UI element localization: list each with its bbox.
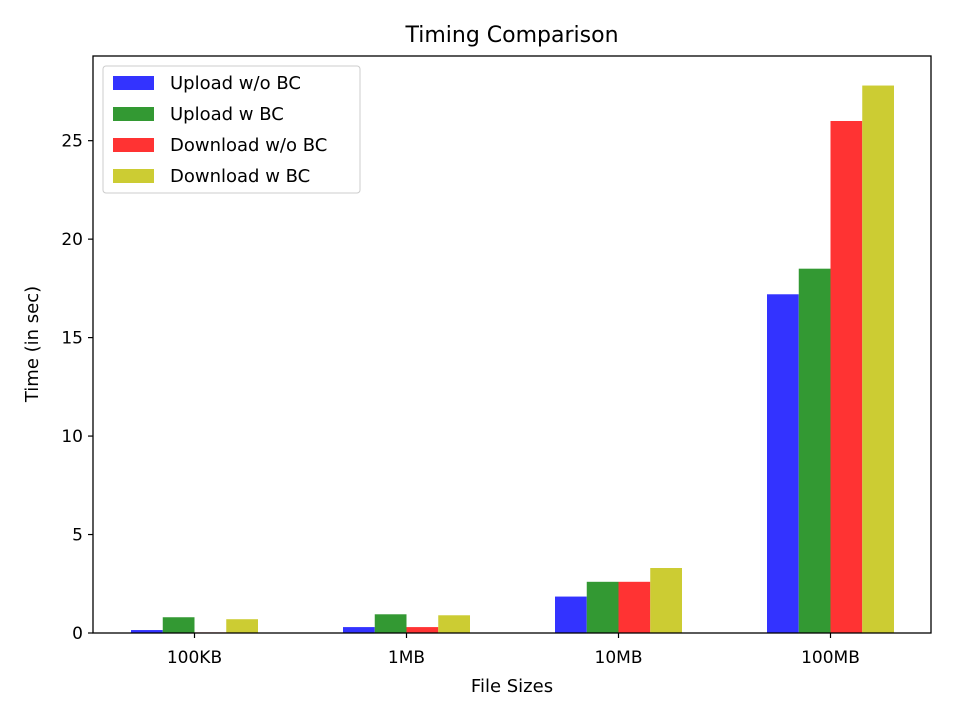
legend: Upload w/o BC Upload w BC Download w/o BC D… [102,65,361,194]
x-tick-label: 100MB [801,648,860,668]
bar-1-1mb [343,627,375,633]
x-tick-label: 10MB [595,648,643,668]
legend-swatch [113,138,154,152]
bar-4-1mb [438,615,470,633]
legend-swatch [113,169,154,183]
legend-label: Upload w BC [170,104,284,125]
legend-label: Download w/o BC [170,135,327,156]
y-tick-label: 0 [72,624,83,644]
y-tick-label: 15 [61,329,83,349]
x-axis: 100KB 1MB 10MB 100MB [167,633,860,668]
bar-4-10mb [650,568,682,633]
legend-label: Upload w/o BC [170,73,301,94]
y-tick-label: 25 [61,132,83,152]
y-axis: 0 5 10 15 20 25 [61,132,93,644]
x-axis-label: File Sizes [471,676,553,697]
legend-box [102,65,361,194]
bars-group [131,85,894,634]
plot-frame [92,55,932,634]
bar-3-1mb [406,627,439,633]
bar-2-100kb [162,617,195,633]
bar-2-10mb [586,581,619,633]
bar-2-100mb [798,268,831,633]
bar-3-10mb [618,581,651,633]
bar-1-100kb [131,630,163,633]
legend-label: Download w BC [170,166,310,187]
bar-4-100kb [226,619,258,633]
bar-1-100mb [767,294,799,633]
legend-swatch [113,76,154,90]
y-tick-label: 5 [72,526,83,546]
y-tick-label: 20 [61,230,83,250]
bar-3-100mb [830,120,863,634]
bar-4-100mb [862,85,894,633]
x-tick-label: 1MB [388,648,425,668]
bar-2-1mb [374,614,407,633]
legend-swatch [113,107,154,121]
bar-1-10mb [555,596,587,633]
y-tick-label: 10 [61,427,83,447]
chart-title: Timing Comparison [404,23,618,48]
x-tick-label: 100KB [167,648,222,668]
y-axis-label: Time (in sec) [22,286,43,403]
